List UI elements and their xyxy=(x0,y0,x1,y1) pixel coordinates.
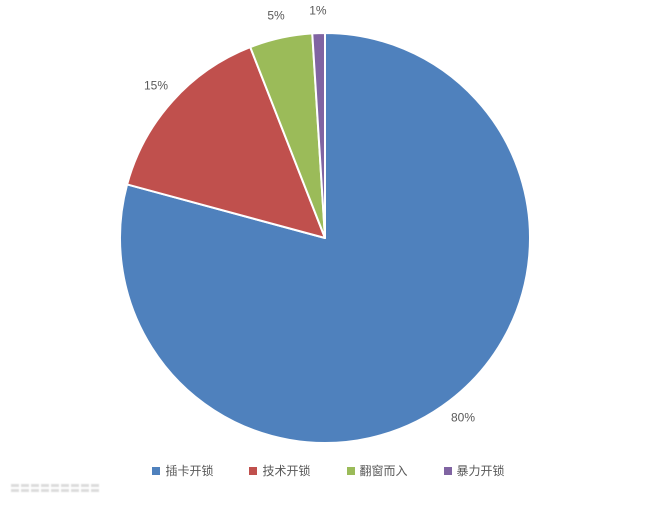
legend-item-jishukaisuo[interactable]: 技术开锁 xyxy=(249,464,311,478)
legend-swatch-green-icon xyxy=(346,467,355,475)
pie-slice-4[interactable] xyxy=(311,32,326,239)
legend-label: 技术开锁 xyxy=(262,464,311,478)
slice-percent-label: 15% xyxy=(144,79,168,93)
legend-swatch-blue-icon xyxy=(152,467,161,475)
legend-swatch-red-icon xyxy=(249,467,258,475)
legend-item-chakakaisuo[interactable]: 插卡开锁 xyxy=(152,465,213,477)
watermark: 〓〓〓〓〓〓〓〓〓 xyxy=(10,484,100,495)
legend-label: 插卡开锁 xyxy=(165,464,214,478)
legend-label: 翻窗而入 xyxy=(359,464,408,478)
legend-item-baolikaisuo[interactable]: 暴力开锁 xyxy=(443,464,505,478)
legend-item-fanchuangerru[interactable]: 翻窗而入 xyxy=(346,464,408,478)
slice-percent-label: 5% xyxy=(267,9,285,23)
legend-label: 暴力开锁 xyxy=(456,464,505,478)
slice-percent-label: 80% xyxy=(451,410,475,424)
legend-swatch-purple-icon xyxy=(443,467,452,475)
chart-legend: 插卡开锁 技术开锁 翻窗而入 暴力开锁 xyxy=(0,460,657,482)
pie-slice-2[interactable] xyxy=(126,46,326,239)
slice-percent-label: 1% xyxy=(309,3,327,17)
